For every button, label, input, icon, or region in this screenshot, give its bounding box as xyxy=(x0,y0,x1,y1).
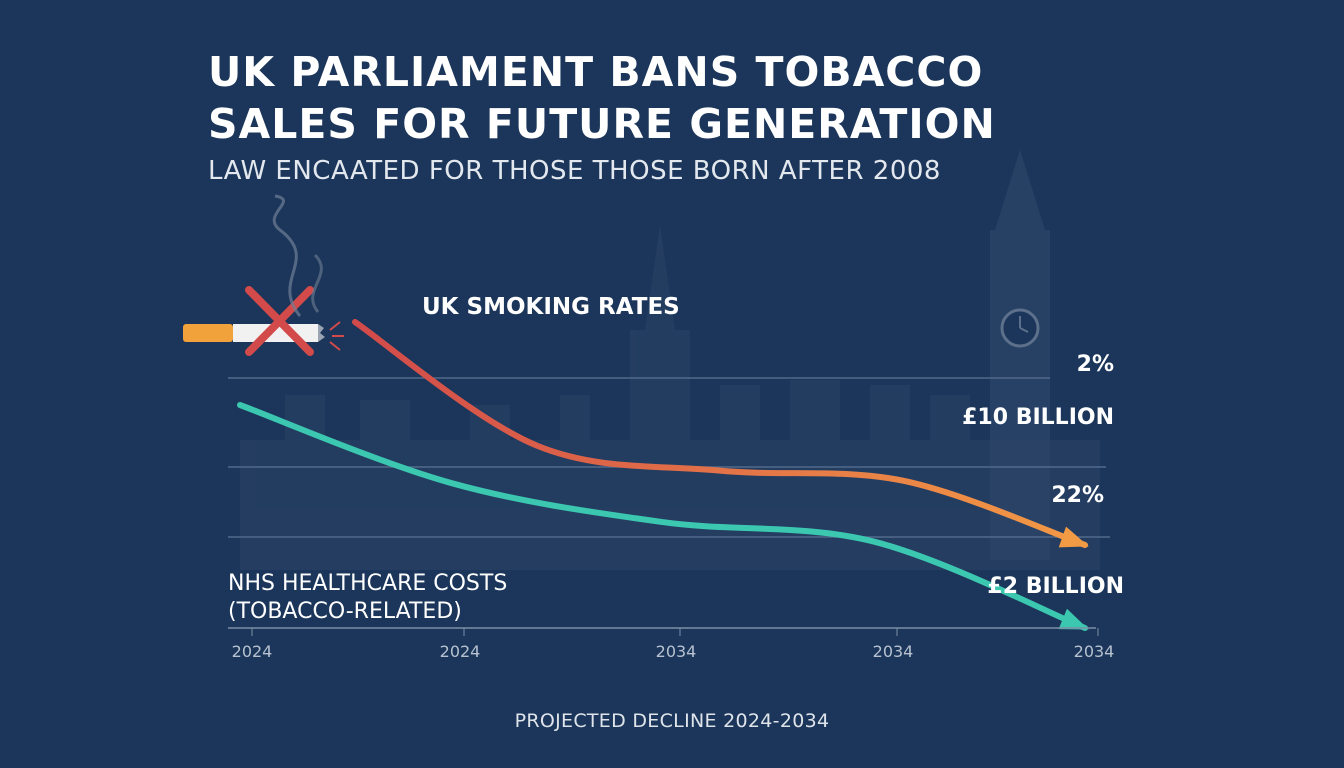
smoking-rate-line xyxy=(352,319,1088,548)
parliament-skyline-icon xyxy=(240,225,1100,570)
nhs-series-label-line-1: NHS HEALTHCARE COSTS xyxy=(228,571,507,596)
nhs-series-label-line-2: (TOBACCO-RELATED) xyxy=(228,599,462,624)
headline-line-1: UK PARLIAMENT BANS TOBACCO xyxy=(208,48,984,96)
nhs-cost-arrowhead xyxy=(1058,608,1089,630)
x-tick-label: 2034 xyxy=(873,642,914,661)
smoking-start-label: 22% xyxy=(1051,483,1104,508)
subtitle: LAW ENCAATED FOR THOSE THOSE BORN AFTER … xyxy=(208,156,941,186)
x-axis-ticks: 2024 2024 2034 2034 2034 xyxy=(232,628,1115,661)
headline: UK PARLIAMENT BANS TOBACCO SALES FOR FUT… xyxy=(208,46,1208,150)
nhs-start-label: £10 BILLION xyxy=(962,405,1114,430)
x-tick-label: 2034 xyxy=(656,642,697,661)
nhs-end-label: £2 BILLION xyxy=(987,574,1124,599)
big-ben-icon xyxy=(990,150,1050,560)
footer-caption: PROJECTED DECLINE 2024-2034 xyxy=(514,710,830,732)
smoking-end-label: 2% xyxy=(1077,352,1114,377)
crossed-cigarette-icon xyxy=(183,194,344,356)
headline-line-2: SALES FOR FUTURE GENERATION xyxy=(208,100,996,148)
x-tick-label: 2024 xyxy=(232,642,273,661)
nhs-cost-line xyxy=(237,402,1088,631)
x-tick-label: 2034 xyxy=(1074,642,1115,661)
smoking-series-label: UK SMOKING RATES xyxy=(422,294,680,320)
x-tick-label: 2024 xyxy=(440,642,481,661)
smoking-rate-arrowhead xyxy=(1058,526,1089,548)
